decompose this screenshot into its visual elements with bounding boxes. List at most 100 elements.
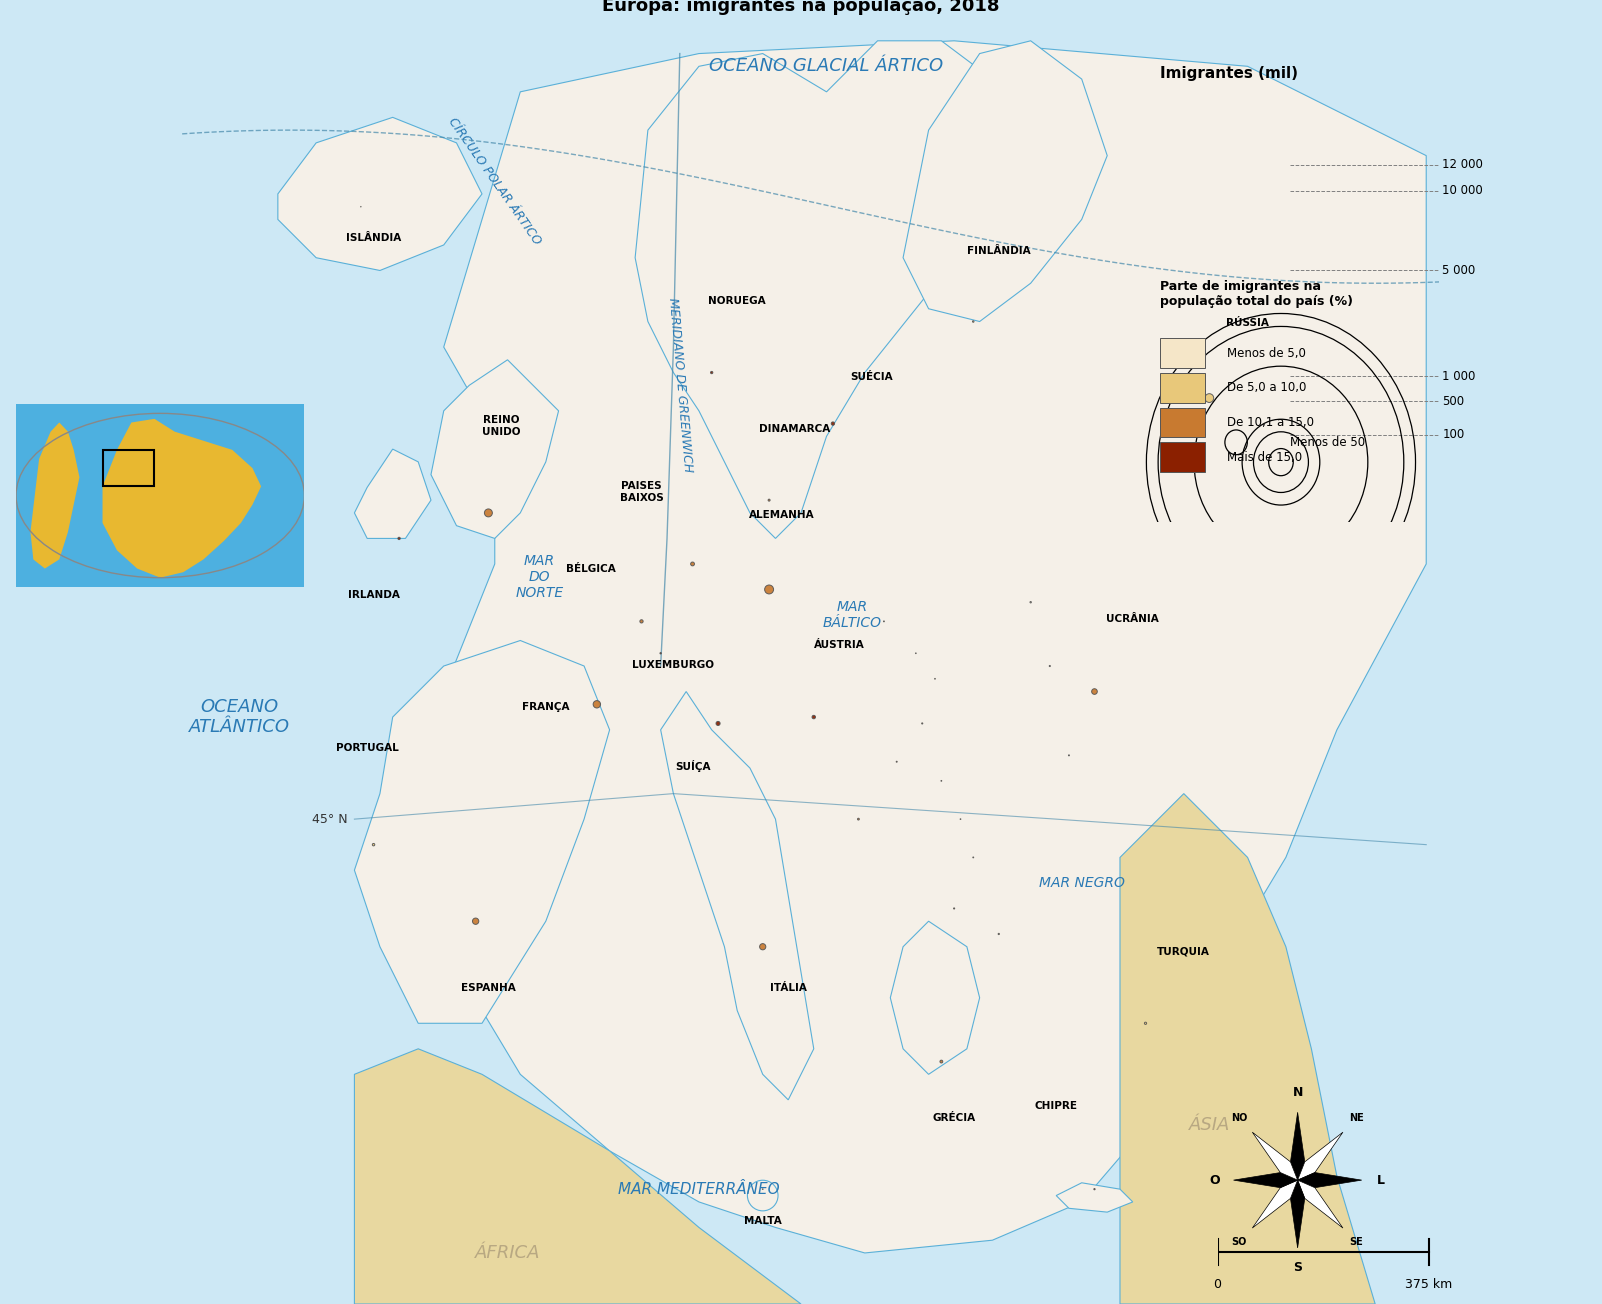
Text: FINLÂNDIA: FINLÂNDIA: [968, 245, 1030, 256]
Circle shape: [1091, 689, 1097, 694]
Circle shape: [484, 509, 492, 516]
Text: 12 000: 12 000: [1442, 158, 1483, 171]
Circle shape: [748, 1180, 779, 1211]
Text: ISLÂNDIA: ISLÂNDIA: [346, 233, 400, 244]
Polygon shape: [1056, 1183, 1133, 1213]
Text: 500: 500: [1442, 395, 1464, 408]
Circle shape: [473, 918, 479, 925]
Text: MAR NEGRO: MAR NEGRO: [1038, 876, 1125, 889]
Text: TURQUIA: TURQUIA: [1157, 947, 1210, 957]
Polygon shape: [1291, 1180, 1304, 1248]
Text: RÚSSIA: RÚSSIA: [1226, 318, 1269, 329]
Polygon shape: [103, 419, 261, 578]
Text: REINO
UNIDO: REINO UNIDO: [482, 415, 521, 437]
Polygon shape: [1298, 1172, 1362, 1188]
Text: N: N: [1293, 1086, 1302, 1099]
Text: FRANÇA: FRANÇA: [522, 702, 570, 712]
Text: OCEANO
ATLÂNTICO: OCEANO ATLÂNTICO: [189, 698, 290, 737]
Text: CHIPRE: CHIPRE: [1035, 1101, 1078, 1111]
Text: ITÁLIA: ITÁLIA: [771, 983, 807, 994]
Polygon shape: [1234, 1172, 1298, 1188]
Circle shape: [716, 721, 721, 725]
Circle shape: [831, 422, 835, 425]
Circle shape: [940, 1060, 942, 1063]
Text: 375 km: 375 km: [1405, 1278, 1453, 1291]
Text: Menos de 5,0: Menos de 5,0: [1227, 347, 1306, 360]
Circle shape: [812, 716, 815, 719]
Text: 45° N: 45° N: [312, 812, 348, 825]
Text: L: L: [1376, 1174, 1384, 1187]
Circle shape: [1144, 1022, 1147, 1025]
Text: Parte de imigrantes na
população total do país (%): Parte de imigrantes na população total d…: [1160, 279, 1352, 308]
Polygon shape: [431, 360, 559, 539]
Polygon shape: [277, 117, 482, 270]
Polygon shape: [354, 640, 610, 1024]
Text: NORUEGA: NORUEGA: [708, 296, 766, 306]
Polygon shape: [30, 422, 80, 569]
Circle shape: [711, 372, 713, 374]
Circle shape: [857, 818, 859, 820]
Text: De 5,0 a 10,0: De 5,0 a 10,0: [1227, 381, 1307, 394]
Polygon shape: [354, 1048, 801, 1304]
Circle shape: [759, 944, 766, 949]
Text: SUÍÇA: SUÍÇA: [674, 760, 710, 772]
Text: MAR MEDITERRÂNEO: MAR MEDITERRÂNEO: [618, 1181, 780, 1197]
Circle shape: [639, 619, 642, 623]
Text: Imigrantes (mil): Imigrantes (mil): [1160, 65, 1298, 81]
Polygon shape: [891, 921, 980, 1074]
Text: ÁUSTRIA: ÁUSTRIA: [814, 640, 865, 651]
Text: S: S: [1293, 1261, 1302, 1274]
Text: GRÉCIA: GRÉCIA: [932, 1112, 976, 1123]
Circle shape: [593, 700, 601, 708]
Text: ÁSIA: ÁSIA: [1189, 1116, 1230, 1134]
Polygon shape: [634, 40, 1017, 539]
Text: PAISES
BAIXOS: PAISES BAIXOS: [620, 481, 663, 502]
Text: O: O: [1210, 1174, 1221, 1187]
Bar: [1160, 442, 1205, 472]
Text: ÁFRICA: ÁFRICA: [474, 1244, 540, 1262]
Circle shape: [767, 499, 771, 501]
Bar: [1160, 373, 1205, 403]
Text: 1 000: 1 000: [1442, 370, 1475, 383]
Text: DINAMARCA: DINAMARCA: [759, 424, 830, 434]
Bar: [1160, 338, 1205, 368]
Circle shape: [1205, 394, 1214, 403]
Circle shape: [372, 844, 375, 846]
Polygon shape: [904, 40, 1107, 322]
Text: PORTUGAL: PORTUGAL: [336, 743, 399, 752]
Bar: [103, 450, 154, 486]
Circle shape: [690, 562, 694, 566]
Text: LUXEMBURGO: LUXEMBURGO: [633, 660, 714, 670]
Text: 0: 0: [1214, 1278, 1221, 1291]
Text: CÍRCULO POLAR ÁRTICO: CÍRCULO POLAR ÁRTICO: [445, 115, 543, 248]
Polygon shape: [354, 449, 431, 539]
Circle shape: [764, 585, 774, 593]
Text: 10 000: 10 000: [1442, 184, 1483, 197]
Text: MAR
DO
NORTE: MAR DO NORTE: [516, 553, 564, 600]
Polygon shape: [660, 691, 814, 1099]
Polygon shape: [418, 40, 1426, 1253]
Text: 5 000: 5 000: [1442, 263, 1475, 276]
Polygon shape: [1298, 1180, 1342, 1228]
Text: UCRÂNIA: UCRÂNIA: [1107, 614, 1160, 623]
Text: Europa: imigrantes na população, 2018: Europa: imigrantes na população, 2018: [602, 0, 1000, 16]
Circle shape: [397, 537, 400, 540]
Text: 100: 100: [1442, 429, 1464, 442]
Text: Mais de 15,0: Mais de 15,0: [1227, 451, 1302, 464]
Text: MALTA: MALTA: [743, 1215, 782, 1226]
Text: Menos de 50: Menos de 50: [1290, 436, 1365, 449]
Text: SO: SO: [1232, 1237, 1246, 1248]
Text: De 10,1 a 15,0: De 10,1 a 15,0: [1227, 416, 1314, 429]
Text: ALEMANHA: ALEMANHA: [750, 510, 815, 520]
Text: SE: SE: [1349, 1237, 1363, 1248]
Polygon shape: [1253, 1180, 1298, 1228]
Text: MAR
BÁLTICO: MAR BÁLTICO: [822, 600, 881, 630]
Text: IRLANDA: IRLANDA: [348, 589, 399, 600]
Bar: [1160, 408, 1205, 437]
Text: ESPANHA: ESPANHA: [461, 983, 516, 994]
Polygon shape: [1120, 794, 1375, 1304]
Polygon shape: [1291, 1112, 1304, 1180]
Text: NE: NE: [1349, 1112, 1363, 1123]
Text: BÉLGICA: BÉLGICA: [566, 563, 615, 574]
Polygon shape: [1253, 1132, 1298, 1180]
